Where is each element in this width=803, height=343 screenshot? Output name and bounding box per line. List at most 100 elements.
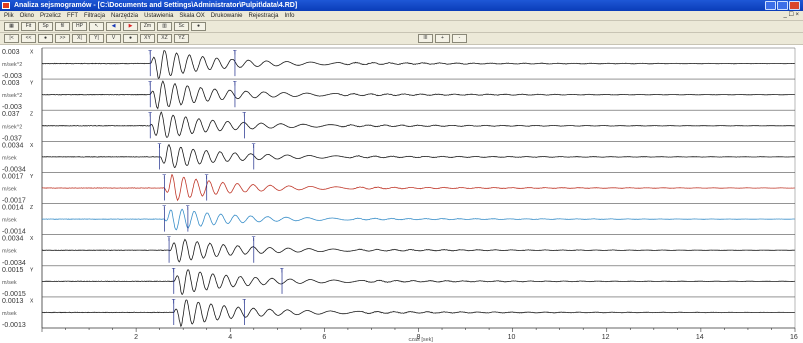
maximize-icon[interactable] bbox=[777, 1, 788, 10]
phase-marker-label: T bbox=[148, 113, 152, 119]
reset-button[interactable]: - bbox=[452, 34, 467, 43]
channel-unit-label: m/sek^2 bbox=[2, 124, 22, 130]
phase-marker-label: T bbox=[162, 175, 166, 181]
xz-button[interactable]: XZ bbox=[157, 34, 172, 43]
menu-item-rejestracja[interactable]: Rejestracja bbox=[248, 12, 279, 19]
xy-icon: XY bbox=[144, 35, 151, 41]
filter-icon: fil bbox=[60, 23, 65, 29]
x-tick-label: 12 bbox=[602, 334, 610, 341]
channel-ymax-label: 0.0034 bbox=[2, 236, 24, 243]
channel-ymin-label: -0.0034 bbox=[2, 260, 26, 267]
arrow-right-button[interactable]: ▶ bbox=[123, 22, 138, 31]
minimize-icon[interactable] bbox=[765, 1, 776, 10]
channel-axis-label: X bbox=[30, 50, 34, 56]
navigation-toolbar: |< << ● >> X| Y| V ● XY XZ YZ III + - bbox=[0, 33, 803, 45]
phase-marker-label: T bbox=[242, 113, 246, 119]
waveform-trace bbox=[42, 80, 795, 110]
zoom-button[interactable]: Zm bbox=[140, 22, 155, 31]
phase-marker-label: T bbox=[186, 206, 190, 212]
x-tick-label: 2 bbox=[134, 334, 138, 341]
first-icon: |< bbox=[9, 35, 14, 41]
x-tick-label: 14 bbox=[696, 334, 704, 341]
menu-item-narzedzia[interactable]: Narzędzia bbox=[111, 12, 139, 19]
channel-ymin-label: -0.0014 bbox=[2, 229, 26, 236]
fit-icon: Fit bbox=[25, 23, 32, 29]
chart-icon: ▥ bbox=[162, 23, 167, 29]
menu-item-info[interactable]: Info bbox=[284, 12, 295, 19]
dot-icon: ● bbox=[43, 35, 48, 41]
filter-button[interactable]: fil bbox=[55, 22, 70, 31]
waveform-trace bbox=[41, 50, 795, 79]
yz-button[interactable]: YZ bbox=[174, 34, 189, 43]
channel-unit-label: m/sek^2 bbox=[2, 62, 22, 68]
down-button[interactable]: V bbox=[106, 34, 121, 43]
prev-button[interactable]: << bbox=[21, 34, 36, 43]
channel-axis-label: Y bbox=[30, 174, 34, 180]
chart-button[interactable]: ▥ bbox=[157, 22, 172, 31]
zoom-out-icon: III bbox=[423, 35, 428, 41]
phase-marker-label: T bbox=[280, 268, 284, 274]
hp-button[interactable]: HP bbox=[72, 22, 87, 31]
fft-button[interactable]: ▦ bbox=[4, 22, 19, 31]
zoom-in-button[interactable]: + bbox=[435, 34, 450, 43]
x-button[interactable]: X| bbox=[72, 34, 87, 43]
x-tick-label: 10 bbox=[508, 334, 516, 341]
mdi-window-controls[interactable]: _ ☐ × bbox=[783, 12, 799, 18]
zoom-icon: Zm bbox=[143, 23, 152, 29]
cursor-button[interactable]: ↖ bbox=[89, 22, 104, 31]
channel-ymax-label: 0.0017 bbox=[2, 173, 24, 180]
next-icon: >> bbox=[59, 35, 66, 41]
menu-item-drukowanie[interactable]: Drukowanie bbox=[210, 12, 243, 19]
down-icon: V bbox=[111, 35, 116, 41]
channel-ymax-label: 0.0034 bbox=[2, 142, 24, 149]
channel-unit-label: m/sek bbox=[2, 218, 17, 224]
xy-button[interactable]: XY bbox=[140, 34, 155, 43]
menu-item-plik[interactable]: Plik bbox=[4, 12, 14, 19]
fit-button[interactable]: Fit bbox=[21, 22, 36, 31]
channel-axis-label: X bbox=[30, 143, 34, 149]
phase-marker-label: T bbox=[148, 51, 152, 57]
dot-button[interactable]: ● bbox=[38, 34, 53, 43]
channel-ymax-label: 0.0015 bbox=[2, 267, 24, 274]
y-button[interactable]: Y| bbox=[89, 34, 104, 43]
first-button[interactable]: |< bbox=[4, 34, 19, 43]
phase-marker-label: T bbox=[172, 268, 176, 274]
x-tick-label: 16 bbox=[790, 334, 798, 341]
channel-axis-label: X bbox=[30, 236, 34, 242]
channel-ymin-label: -0.037 bbox=[2, 135, 22, 142]
menu-bar: Plik Okno Przelicz FFT Filtracja Narzędz… bbox=[0, 11, 803, 21]
channel-ymin-label: -0.003 bbox=[2, 104, 22, 111]
arrow-right-icon: ▶ bbox=[128, 23, 133, 29]
app-icon bbox=[2, 2, 10, 9]
arrow-left-button[interactable]: ◀ bbox=[106, 22, 121, 31]
zoom-out-button[interactable]: III bbox=[418, 34, 433, 43]
x-icon: X| bbox=[77, 35, 82, 41]
x-tick-label: 8 bbox=[417, 334, 421, 341]
channel-axis-label: Y bbox=[30, 81, 34, 87]
next-button[interactable]: >> bbox=[55, 34, 70, 43]
channel-ymax-label: 0.003 bbox=[2, 80, 20, 87]
yz-icon: YZ bbox=[178, 35, 185, 41]
channel-unit-label: m/sek bbox=[2, 155, 17, 161]
channel-unit-label: m/sek bbox=[2, 280, 17, 286]
spectrum-button[interactable]: Sp bbox=[38, 22, 53, 31]
waveform-trace bbox=[41, 299, 795, 328]
menu-item-skala-ox[interactable]: Skala OX bbox=[179, 12, 205, 19]
menu-item-okno[interactable]: Okno bbox=[19, 12, 35, 19]
waveform-trace bbox=[41, 208, 795, 231]
reset-icon: - bbox=[458, 35, 461, 41]
scale-button[interactable]: Sc bbox=[174, 22, 189, 31]
menu-item-ustawienia[interactable]: Ustawienia bbox=[144, 12, 174, 19]
y-icon: Y| bbox=[94, 35, 99, 41]
menu-item-przelicz[interactable]: Przelicz bbox=[40, 12, 62, 19]
close-icon[interactable] bbox=[789, 1, 800, 10]
menu-item-fft[interactable]: FFT bbox=[67, 12, 79, 19]
menu-item-filtracja[interactable]: Filtracja bbox=[84, 12, 106, 19]
record-button[interactable]: ● bbox=[191, 22, 206, 31]
play-button[interactable]: ● bbox=[123, 34, 138, 43]
seismogram-chart[interactable]: 0.003 Xm/sek^2 -0.003 T T 0.003 Ym/sek^2 -0.003… bbox=[0, 45, 803, 343]
xz-icon: XZ bbox=[161, 35, 168, 41]
channel-ymin-label: -0.003 bbox=[2, 73, 22, 80]
phase-marker-label: T bbox=[167, 237, 171, 243]
